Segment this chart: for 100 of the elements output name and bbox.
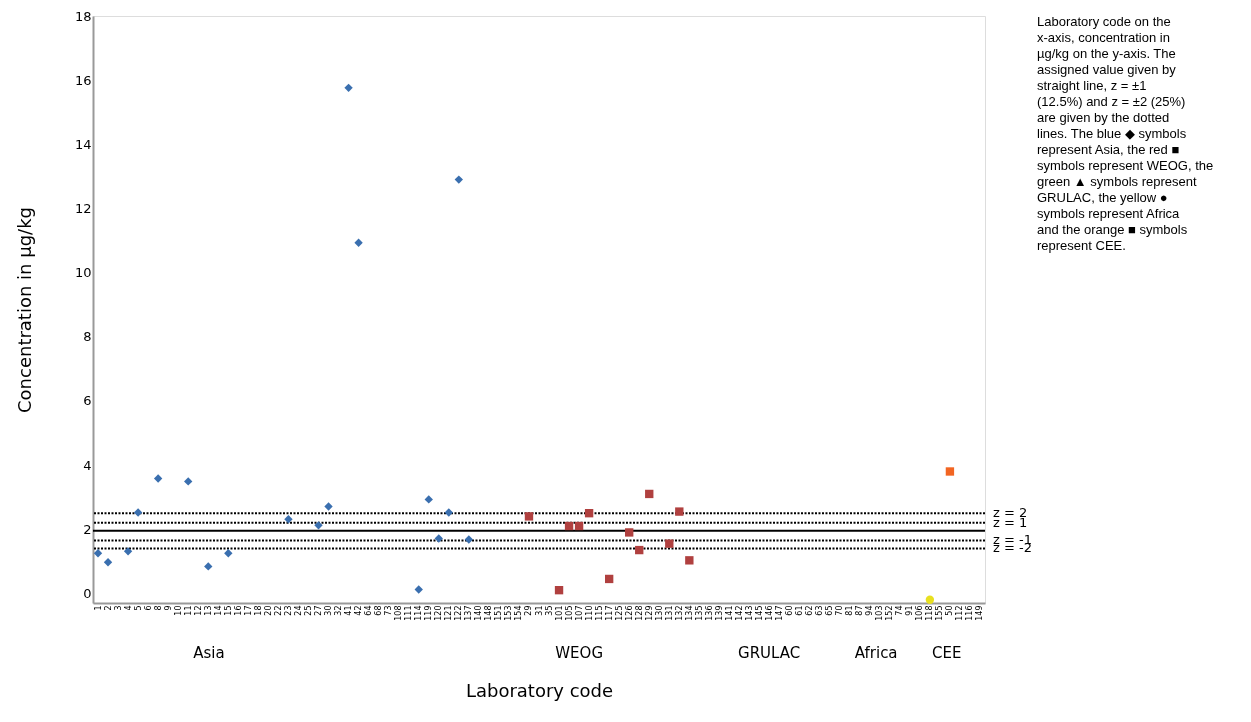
x-tick-label: 137: [464, 605, 474, 621]
x-tick-label: 126: [624, 605, 634, 621]
x-tick-label: 62: [805, 605, 815, 616]
x-tick-label: 91: [905, 605, 915, 616]
x-tick-label: 35: [544, 605, 554, 616]
x-tick-label: 139: [714, 605, 724, 621]
x-tick-label: 27: [314, 605, 324, 616]
x-tick-label: 17: [243, 605, 253, 616]
x-tick-label: 142: [734, 605, 744, 621]
x-tick-label: 149: [975, 605, 985, 621]
x-tick-label: 50: [945, 605, 955, 616]
x-tick-label: 147: [775, 605, 785, 621]
x-tick-label: 110: [584, 605, 594, 621]
y-tick-label: 8: [83, 329, 92, 345]
x-tick-label: 106: [915, 605, 925, 621]
text: GRULAC: [738, 644, 801, 662]
x-tick-label: 111: [404, 605, 414, 621]
x-tick-label: 20: [263, 605, 273, 616]
text: Asia: [193, 644, 225, 662]
x-tick-label: 10: [173, 605, 183, 616]
x-tick-label: 129: [644, 605, 654, 621]
x-tick-label: 101: [554, 605, 564, 621]
x-tick-label: 65: [825, 605, 835, 616]
x-tick-label: 125: [614, 605, 624, 621]
x-tick-label: 8: [153, 605, 163, 611]
x-tick-label: 154: [514, 605, 524, 621]
x-tick-label: 64: [364, 605, 374, 616]
x-tick-label: 70: [835, 605, 845, 616]
x-tick-label: 15: [223, 605, 233, 616]
x-tick-label: 60: [785, 605, 795, 616]
x-tick-label: 114: [414, 605, 424, 621]
x-tick-label: 116: [965, 605, 975, 621]
x-tick-label: 134: [684, 605, 694, 621]
x-tick-label: 115: [594, 605, 604, 621]
x-tick-label: 132: [674, 605, 684, 621]
x-tick-label: 135: [694, 605, 704, 621]
x-tick-label: 128: [634, 605, 644, 621]
x-tick-label: 61: [795, 605, 805, 616]
x-tick-label: 11: [183, 605, 193, 616]
x-tick-label: 105: [564, 605, 574, 621]
x-tick-label: 81: [845, 605, 855, 616]
x-tick-label: 6: [143, 605, 153, 611]
y-tick-label: 0: [83, 585, 92, 601]
x-tick-label: 117: [604, 605, 614, 621]
x-tick-label: 118: [925, 605, 935, 621]
y-tick-label: 4: [83, 457, 92, 473]
x-tick-label: 16: [233, 605, 243, 616]
x-tick-label: 119: [424, 605, 434, 621]
x-tick-label: 121: [444, 605, 454, 621]
x-tick-label: 103: [875, 605, 885, 621]
x-tick-label: 63: [815, 605, 825, 616]
x-tick-label: 5: [133, 605, 143, 611]
x-tick-label: 18: [253, 605, 263, 616]
x-tick-label: 9: [163, 605, 173, 611]
x-tick-label: 146: [765, 605, 775, 621]
x-tick-label: 87: [855, 605, 865, 616]
x-tick-label: 42: [354, 605, 364, 616]
x-tick-label: 22: [273, 605, 283, 616]
x-tick-label: 24: [293, 605, 303, 616]
x-tick-label: 23: [283, 605, 293, 616]
x-tick-label: 153: [504, 605, 514, 621]
x-tick-label: 94: [865, 605, 875, 616]
x-tick-label: 107: [574, 605, 584, 621]
x-tick-label: 122: [454, 605, 464, 621]
y-tick-label: 2: [83, 521, 92, 537]
x-tick-label: 155: [935, 605, 945, 621]
y-tick-label: 16: [74, 72, 92, 88]
x-tick-label: 30: [324, 605, 334, 616]
x-tick-label: 131: [664, 605, 674, 621]
x-tick-label: 145: [754, 605, 764, 621]
x-tick-label: 152: [885, 605, 895, 621]
text: WEOG: [555, 644, 604, 662]
x-tick-label: 1: [93, 605, 103, 611]
x-tick-label: 108: [394, 605, 404, 621]
y-tick-label: 10: [74, 265, 92, 281]
x-tick-label: 4: [123, 605, 133, 611]
x-tick-label: 148: [484, 605, 494, 621]
x-tick-label: 12: [193, 605, 203, 616]
x-tick-label: 3: [113, 605, 123, 611]
x-tick-label: 32: [334, 605, 344, 616]
x-tick-label: 136: [704, 605, 714, 621]
y-axis-title: Concentration in µg/kg: [13, 207, 35, 413]
x-tick-label: 120: [434, 605, 444, 621]
x-tick-label: 13: [203, 605, 213, 616]
text: CEE: [931, 644, 962, 662]
x-tick-label: 140: [474, 605, 484, 621]
x-tick-label: 151: [494, 605, 504, 621]
x-tick-label: 130: [654, 605, 664, 621]
x-tick-label: 29: [524, 605, 534, 616]
x-tick-label: 31: [534, 605, 544, 616]
x-tick-label: 2: [103, 605, 113, 611]
x-tick-label: 143: [744, 605, 754, 621]
x-tick-label: 14: [213, 605, 223, 616]
y-tick-label: 12: [74, 200, 92, 216]
x-tick-label: 41: [344, 605, 354, 616]
text: Laboratory code on the x-axis, concentration in µg/kg on the y-axis. The assigned value given by straight line, z = ±1 (12.5%) and z = ±2 (25%) are given by the dotted lines. The blue ◆ symbols represent Asia, the red ■ symbols represent WEOG, the green ▲ symbols represent GRULAC, the yellow ● symbols represent Africa and the orange ■ symbols represent CEE.: [1037, 14, 1214, 253]
y-tick-label: 14: [74, 136, 92, 152]
x-tick-label: 112: [955, 605, 965, 621]
x-tick-label: 68: [374, 605, 384, 616]
text: Africa: [854, 644, 898, 662]
